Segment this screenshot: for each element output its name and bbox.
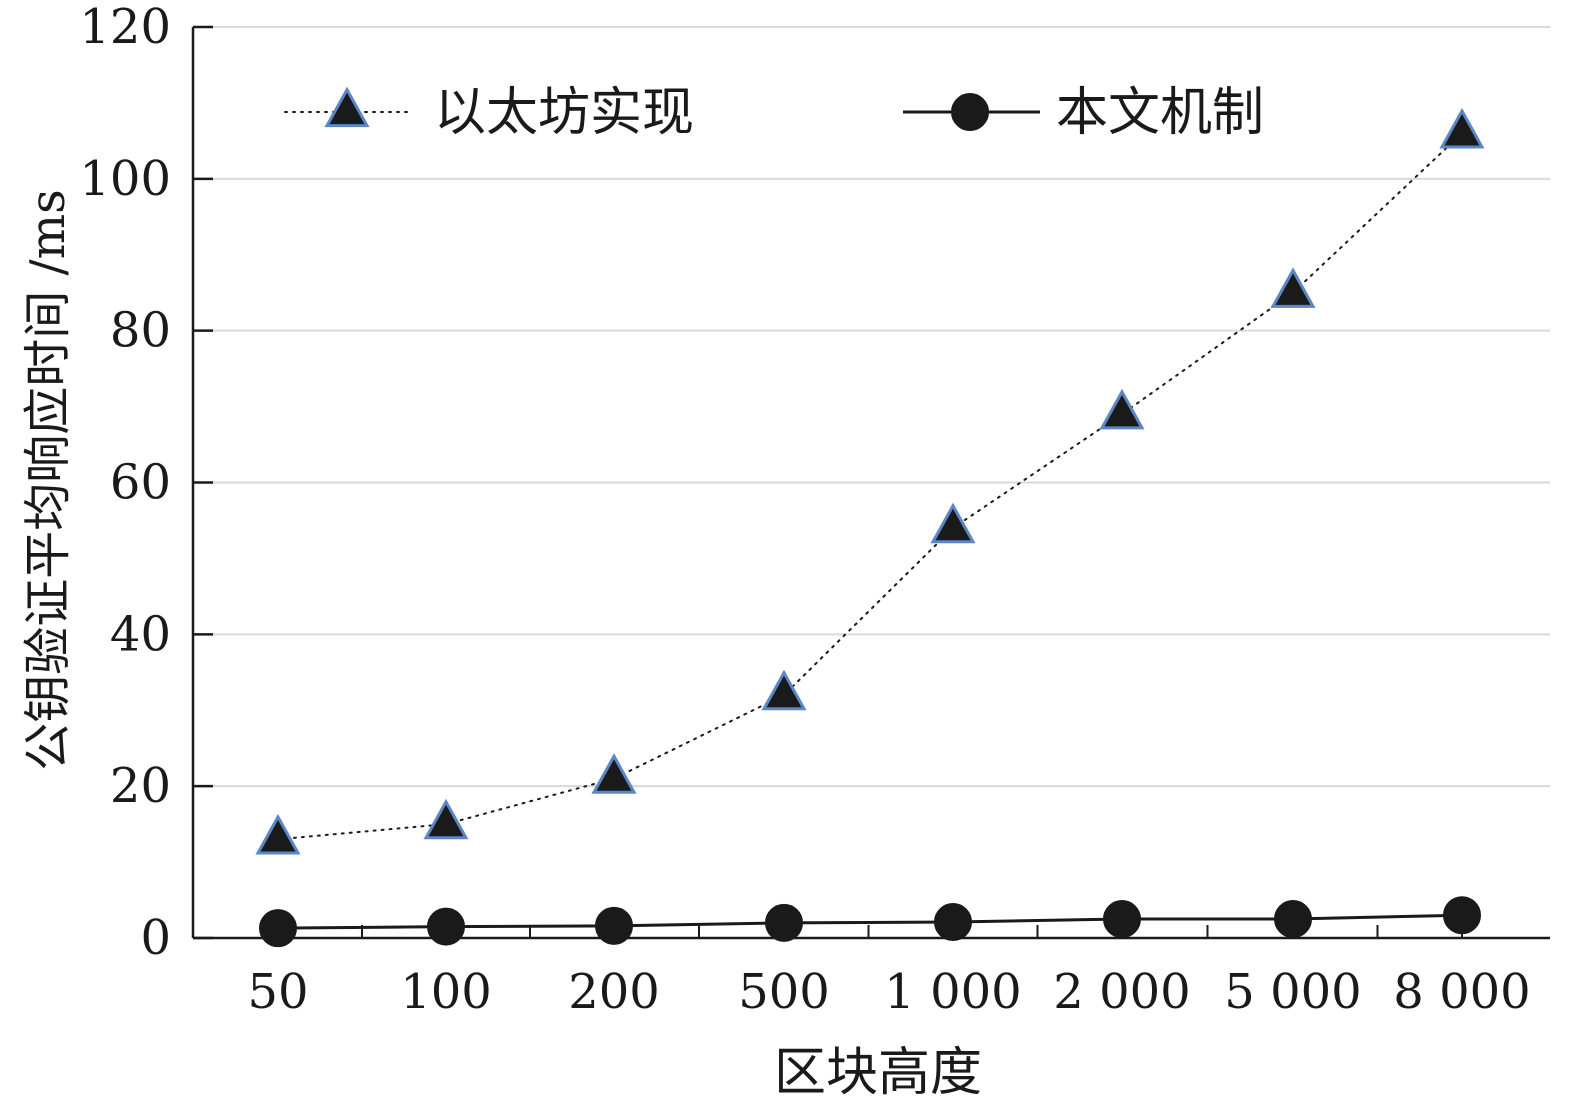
y-tick-label: 20 [110,758,171,814]
x-tick-label: 1 000 [884,964,1021,1020]
circle-marker [1274,900,1312,939]
y-tick-label: 60 [110,455,171,511]
circle-marker [259,909,297,948]
circle-marker [427,907,465,946]
triangle-marker [1439,107,1485,149]
series-layer [255,107,1485,948]
y-tick-label: 120 [79,0,171,55]
x-tick-label: 5 000 [1224,964,1361,1020]
legend-label-2: 本文机制 [1056,83,1264,143]
x-tick-label: 200 [568,964,660,1020]
triangle-marker [423,798,469,840]
series-2 [259,896,1481,948]
series-1 [255,107,1485,855]
triangle-marker [930,502,976,544]
triangle-marker [255,813,301,855]
triangle-marker [1270,267,1316,308]
x-tick-label: 8 000 [1393,964,1530,1020]
circle-marker [1443,896,1481,935]
x-tick-label: 500 [738,964,830,1020]
x-tick-label: 100 [400,964,492,1020]
triangle-marker [1099,388,1145,430]
x-axis-title: 区块高度 [774,1043,982,1102]
x-axis-ticks: 50 100 200 500 1 000 2 000 5 000 8 000 [247,925,1531,1020]
y-axis-ticks: 0 20 40 60 80 100 120 [79,0,213,966]
series-line [277,132,1463,841]
y-tick-label: 0 [140,910,171,966]
y-tick-label: 80 [110,303,171,359]
y-tick-label: 40 [110,606,171,662]
circle-marker [595,906,633,945]
triangle-marker [591,753,637,794]
circle-marker [934,903,972,942]
circle-marker [765,903,803,942]
circle-marker [1103,900,1141,939]
x-tick-label: 2 000 [1053,964,1190,1020]
x-tick-label: 50 [247,964,308,1020]
triangle-marker [761,669,807,711]
grid-lines [193,26,1550,788]
y-tick-label: 100 [79,151,171,207]
legend-circle-marker [951,93,989,131]
legend-label-1: 以太坊实现 [434,83,694,143]
legend: 以太坊实现 本文机制 [284,83,1264,143]
y-axis-title: 公钥验证平均响应时间 /ms [20,189,76,771]
legend-triangle-marker [324,86,370,128]
series-line [276,913,1464,930]
